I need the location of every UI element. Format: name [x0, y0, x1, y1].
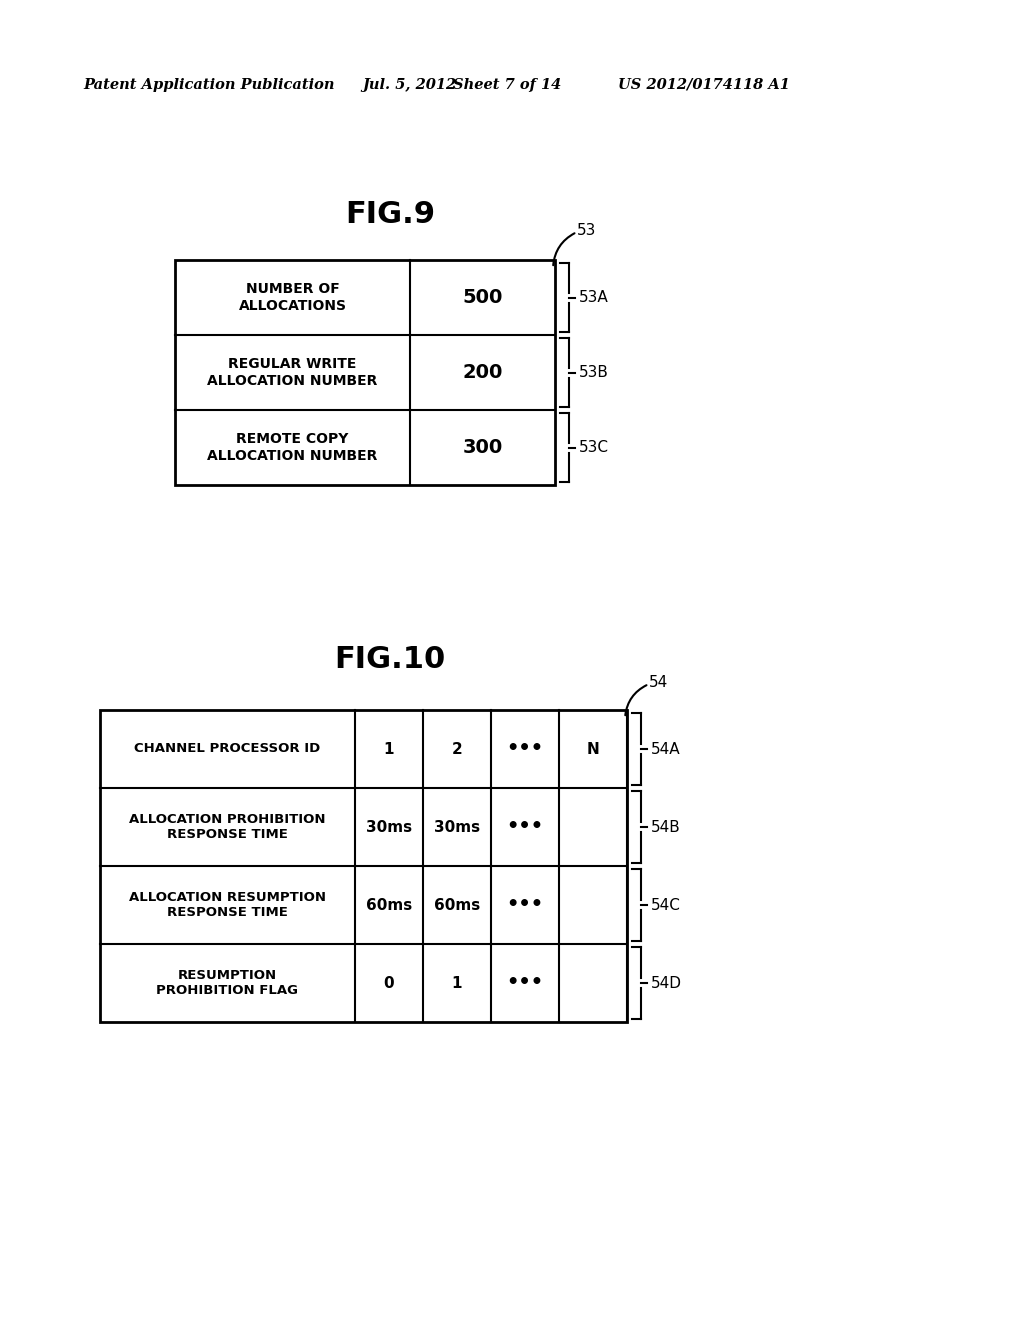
Text: •••: •••: [507, 739, 544, 759]
Text: 30ms: 30ms: [366, 820, 412, 834]
Text: 53C: 53C: [579, 440, 609, 455]
Text: 30ms: 30ms: [434, 820, 480, 834]
Text: 1: 1: [384, 742, 394, 756]
Text: 1: 1: [452, 975, 462, 990]
Text: •••: •••: [507, 974, 544, 993]
Text: 54D: 54D: [651, 975, 682, 990]
Text: 53B: 53B: [579, 366, 609, 380]
Text: Jul. 5, 2012: Jul. 5, 2012: [362, 78, 456, 92]
Text: 60ms: 60ms: [366, 898, 412, 912]
Text: •••: •••: [507, 895, 544, 915]
Text: 54C: 54C: [651, 898, 681, 912]
Text: 53A: 53A: [579, 290, 608, 305]
Text: ALLOCATION RESUMPTION
RESPONSE TIME: ALLOCATION RESUMPTION RESPONSE TIME: [129, 891, 326, 919]
Text: ALLOCATION PROHIBITION
RESPONSE TIME: ALLOCATION PROHIBITION RESPONSE TIME: [129, 813, 326, 841]
Text: Patent Application Publication: Patent Application Publication: [83, 78, 335, 92]
Text: US 2012/0174118 A1: US 2012/0174118 A1: [618, 78, 790, 92]
Text: 200: 200: [462, 363, 503, 381]
Text: CHANNEL PROCESSOR ID: CHANNEL PROCESSOR ID: [134, 742, 321, 755]
Text: 500: 500: [462, 288, 503, 308]
Text: FIG.10: FIG.10: [335, 645, 445, 675]
Text: 53: 53: [577, 223, 596, 238]
Text: NUMBER OF
ALLOCATIONS: NUMBER OF ALLOCATIONS: [239, 282, 346, 313]
Text: •••: •••: [507, 817, 544, 837]
Bar: [100, 710, 627, 1022]
Text: Sheet 7 of 14: Sheet 7 of 14: [453, 78, 561, 92]
Text: 60ms: 60ms: [434, 898, 480, 912]
Text: FIG.9: FIG.9: [345, 201, 435, 228]
Text: 54A: 54A: [651, 742, 681, 756]
Text: REMOTE COPY
ALLOCATION NUMBER: REMOTE COPY ALLOCATION NUMBER: [207, 433, 378, 462]
Text: N: N: [587, 742, 599, 756]
Text: 54B: 54B: [651, 820, 681, 834]
Text: 300: 300: [463, 438, 503, 457]
Text: RESUMPTION
PROHIBITION FLAG: RESUMPTION PROHIBITION FLAG: [157, 969, 299, 997]
Text: 2: 2: [452, 742, 463, 756]
Text: 0: 0: [384, 975, 394, 990]
Bar: [175, 260, 555, 484]
Text: REGULAR WRITE
ALLOCATION NUMBER: REGULAR WRITE ALLOCATION NUMBER: [207, 358, 378, 388]
Text: 54: 54: [649, 675, 669, 690]
